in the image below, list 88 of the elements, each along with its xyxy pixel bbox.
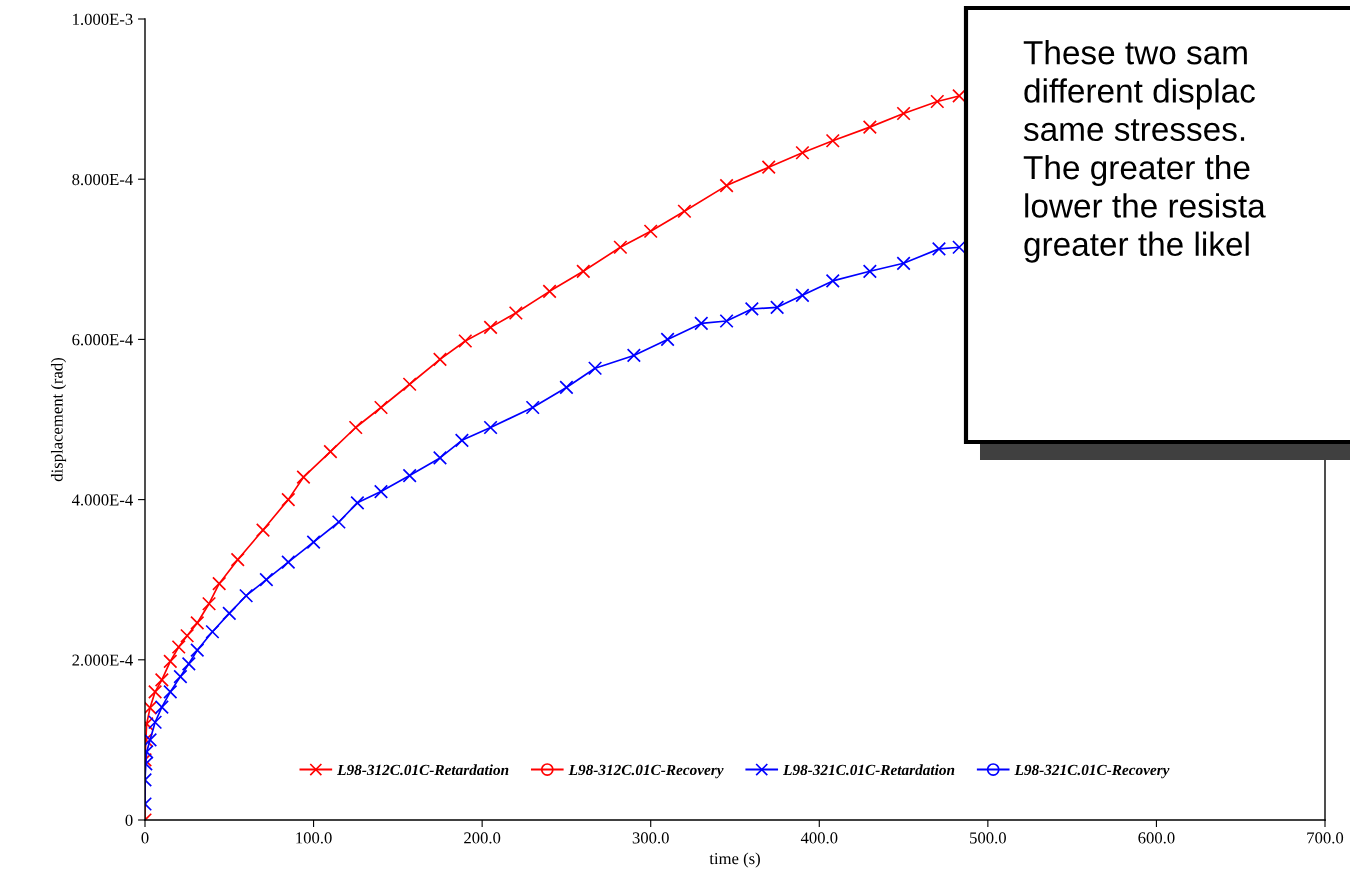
point bbox=[154, 672, 169, 687]
point bbox=[576, 264, 591, 279]
point bbox=[795, 288, 810, 303]
point bbox=[148, 684, 163, 699]
point bbox=[281, 554, 296, 570]
y-tick-label: 1.000E-3 bbox=[73, 13, 133, 26]
point bbox=[825, 133, 840, 148]
point bbox=[373, 484, 389, 499]
point bbox=[281, 492, 296, 507]
point bbox=[770, 300, 785, 315]
x-tick-label: 0 bbox=[141, 832, 149, 844]
point bbox=[896, 256, 911, 271]
point bbox=[148, 715, 163, 730]
x-tick-label: 700.0 bbox=[1307, 832, 1344, 844]
point bbox=[181, 656, 196, 671]
y-tick-label: 8.000E-4 bbox=[72, 173, 133, 186]
point bbox=[154, 699, 169, 715]
point bbox=[432, 352, 448, 367]
point bbox=[677, 204, 692, 219]
y-axis-title: displacement (rad) bbox=[50, 357, 67, 482]
y-tick-label: 6.000E-4 bbox=[72, 334, 133, 346]
y-tick-label: 4.000E-4 bbox=[71, 494, 133, 506]
point bbox=[613, 240, 628, 255]
point bbox=[825, 273, 840, 289]
point bbox=[483, 420, 498, 435]
x-tick-label: 300.0 bbox=[632, 832, 669, 844]
point bbox=[205, 624, 220, 639]
legend-label: L98-321C.01C-Retardation bbox=[783, 764, 955, 776]
point bbox=[222, 606, 237, 621]
point bbox=[296, 470, 311, 485]
point bbox=[862, 120, 877, 135]
x-tick-label: 400.0 bbox=[800, 832, 838, 844]
point bbox=[145, 732, 158, 747]
legend-label: L98-312C.01C-Retardation bbox=[337, 764, 509, 776]
point bbox=[402, 468, 417, 483]
point bbox=[173, 669, 188, 684]
point bbox=[930, 94, 945, 109]
point bbox=[542, 284, 557, 299]
point bbox=[163, 684, 178, 699]
x-tick-label: 600.0 bbox=[1138, 832, 1175, 844]
legend-label: L98-321C.01C-Recovery bbox=[1014, 764, 1170, 779]
point bbox=[190, 615, 205, 631]
point bbox=[373, 400, 389, 415]
point bbox=[931, 241, 947, 256]
point bbox=[350, 495, 365, 510]
x-axis-title: time (s) bbox=[709, 852, 760, 868]
point bbox=[145, 700, 158, 715]
point bbox=[230, 552, 245, 567]
point bbox=[862, 264, 877, 279]
point bbox=[255, 522, 271, 538]
point bbox=[454, 433, 469, 448]
point bbox=[212, 576, 227, 591]
point bbox=[559, 380, 574, 395]
point bbox=[719, 313, 734, 329]
point bbox=[643, 224, 658, 239]
point bbox=[331, 514, 346, 530]
point bbox=[163, 654, 178, 669]
y-tick-label: 0 bbox=[125, 814, 133, 826]
point bbox=[180, 628, 195, 643]
annotation: These two sam different displac same stresses. The greater the lower the resista greater the likel bbox=[1023, 40, 1266, 263]
point bbox=[744, 301, 759, 317]
x-tick-label: 100.0 bbox=[296, 832, 332, 844]
point bbox=[458, 333, 473, 349]
point bbox=[171, 639, 186, 655]
point bbox=[190, 643, 205, 658]
point bbox=[660, 332, 675, 347]
point bbox=[588, 361, 603, 376]
point bbox=[323, 444, 338, 459]
point bbox=[896, 106, 911, 121]
point bbox=[795, 145, 810, 160]
x-tick-label: 500.0 bbox=[970, 832, 1006, 844]
point bbox=[348, 420, 363, 435]
point bbox=[508, 305, 523, 321]
point bbox=[259, 572, 274, 587]
point bbox=[694, 316, 709, 331]
point bbox=[761, 160, 776, 175]
point bbox=[483, 320, 498, 335]
point bbox=[719, 178, 734, 193]
point bbox=[239, 588, 254, 603]
x-tick-label: 200.0 bbox=[464, 832, 501, 844]
point bbox=[306, 534, 321, 550]
y-tick-label: 2.000E-4 bbox=[72, 654, 133, 666]
point bbox=[626, 348, 641, 363]
point bbox=[201, 596, 217, 611]
point bbox=[432, 450, 448, 466]
legend-label: L98-312C.01C-Recovery bbox=[568, 764, 724, 779]
point bbox=[402, 377, 417, 392]
point bbox=[525, 400, 540, 415]
